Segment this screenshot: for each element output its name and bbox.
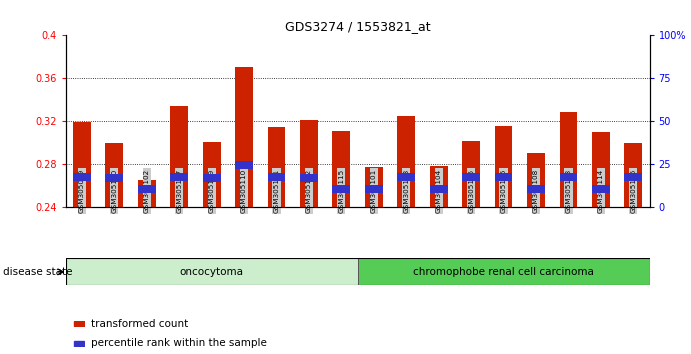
Text: transformed count: transformed count: [91, 319, 188, 329]
Bar: [202, 175, 220, 182]
Bar: [592, 185, 609, 193]
Bar: [138, 185, 155, 193]
Bar: [267, 127, 285, 207]
Bar: [625, 143, 642, 207]
Bar: [397, 173, 415, 181]
Bar: [592, 132, 609, 207]
Bar: [527, 153, 545, 207]
Text: GSM305100: GSM305100: [111, 169, 117, 213]
Bar: [358, 258, 650, 285]
Bar: [170, 106, 188, 207]
Text: GSM305101: GSM305101: [371, 169, 377, 213]
Text: chromophobe renal cell carcinoma: chromophobe renal cell carcinoma: [413, 267, 594, 277]
Bar: [235, 161, 253, 169]
Bar: [332, 185, 350, 193]
Text: GSM305108: GSM305108: [533, 169, 539, 213]
Text: GSM305099: GSM305099: [79, 169, 85, 213]
Text: GSM305111: GSM305111: [274, 169, 279, 213]
Text: GSM305113: GSM305113: [565, 169, 571, 213]
Text: GSM305112: GSM305112: [306, 169, 312, 213]
Text: GSM305109: GSM305109: [209, 169, 215, 213]
Bar: [106, 175, 123, 182]
Bar: [267, 173, 285, 181]
Bar: [74, 321, 84, 326]
Text: GSM305105: GSM305105: [468, 169, 474, 213]
Bar: [430, 185, 448, 193]
Bar: [625, 173, 642, 181]
Title: GDS3274 / 1553821_at: GDS3274 / 1553821_at: [285, 20, 430, 33]
Bar: [430, 166, 448, 207]
Bar: [462, 173, 480, 181]
Text: GSM305107: GSM305107: [176, 169, 182, 213]
Bar: [74, 341, 84, 346]
Bar: [170, 173, 188, 181]
Bar: [300, 120, 318, 207]
Bar: [560, 112, 578, 207]
Text: percentile rank within the sample: percentile rank within the sample: [91, 338, 267, 348]
Bar: [138, 180, 155, 207]
Text: disease state: disease state: [3, 267, 73, 277]
Bar: [495, 173, 513, 181]
Bar: [235, 67, 253, 207]
Text: GSM305106: GSM305106: [500, 169, 507, 213]
Bar: [106, 143, 123, 207]
Text: GSM305104: GSM305104: [436, 169, 442, 213]
Bar: [365, 167, 383, 207]
Bar: [462, 141, 480, 207]
Bar: [73, 122, 91, 207]
Text: oncocytoma: oncocytoma: [180, 267, 244, 277]
Bar: [66, 258, 358, 285]
Text: GSM305103: GSM305103: [404, 169, 409, 213]
Text: GSM305110: GSM305110: [241, 169, 247, 213]
Bar: [332, 131, 350, 207]
Bar: [560, 173, 578, 181]
Text: GSM305114: GSM305114: [598, 169, 604, 213]
Text: GSM305116: GSM305116: [630, 169, 636, 213]
Bar: [527, 185, 545, 193]
Bar: [495, 126, 513, 207]
Bar: [300, 175, 318, 182]
Bar: [365, 185, 383, 193]
Text: GSM305102: GSM305102: [144, 169, 150, 213]
Text: GSM305115: GSM305115: [339, 169, 344, 213]
Bar: [73, 173, 91, 181]
Bar: [202, 142, 220, 207]
Bar: [397, 116, 415, 207]
